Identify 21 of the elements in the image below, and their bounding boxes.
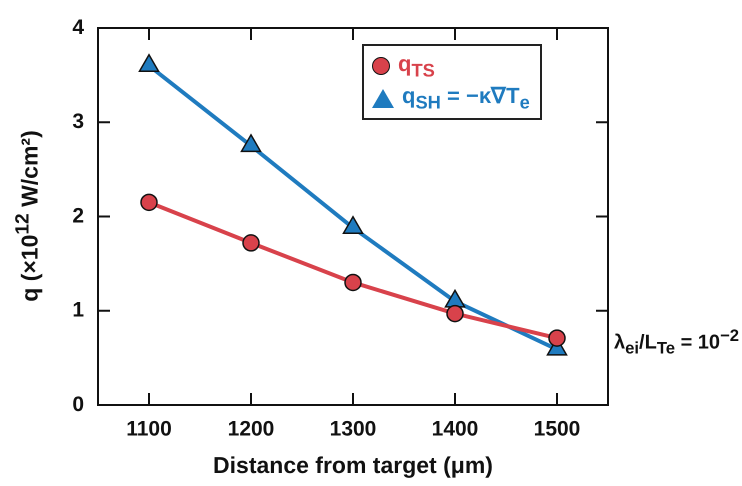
text: λ$_{ei}$/L$_{Te}$ = 10$^{−2}$: [614, 326, 740, 359]
x-tick-label: 1100: [126, 417, 172, 440]
point: [138, 54, 160, 72]
y-tick-label: 1: [72, 298, 84, 322]
x-tick-label: 1400: [432, 417, 478, 440]
point: [446, 304, 464, 322]
y-tick-label: 2: [72, 204, 84, 228]
point: [344, 274, 362, 292]
x-tick-label: 1500: [534, 417, 580, 440]
y-tick-label: 3: [72, 110, 84, 134]
legend-label: q$_{SH}$ = −κ∇T$_{e}$: [402, 82, 530, 114]
x-axis-title: Distance from target (μm): [213, 452, 493, 479]
y-tick-label: 0: [72, 392, 84, 416]
x-tick-label: 1300: [330, 417, 376, 440]
x-tick-label: 1200: [228, 417, 274, 440]
point: [342, 216, 364, 234]
point: [548, 329, 566, 347]
legend-label: q$_{TS}$: [398, 50, 435, 82]
point: [242, 234, 260, 252]
y-tick-label: 4: [72, 16, 84, 39]
point: [240, 134, 262, 152]
